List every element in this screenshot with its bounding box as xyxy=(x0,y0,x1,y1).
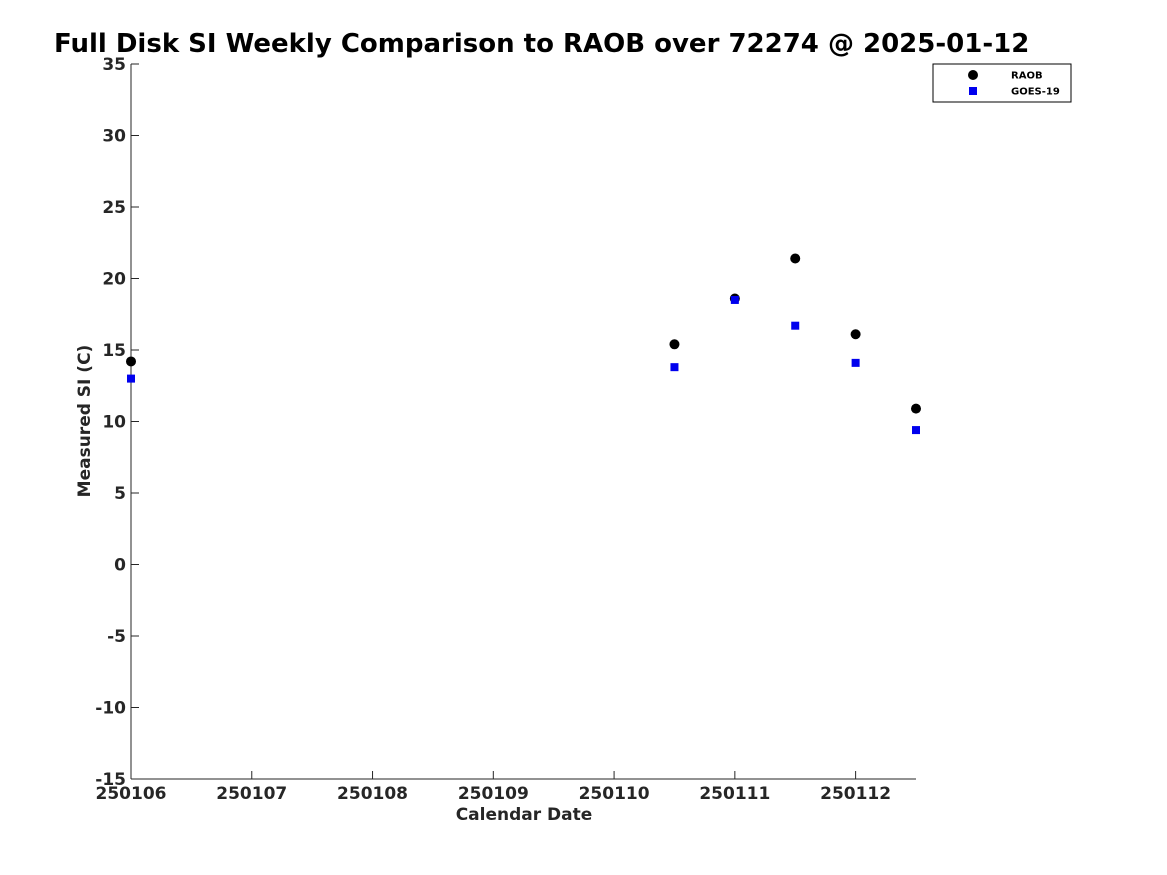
legend: RAOB GOES-19 xyxy=(932,63,1072,103)
y-tick-label: 30 xyxy=(102,127,126,147)
y-tick-label: -5 xyxy=(107,627,126,647)
y-ticks: -15 -10 -5 0 5 10 15 20 25 30 35 xyxy=(95,55,139,790)
goes-19-point xyxy=(912,426,920,435)
x-tick-label: 250106 xyxy=(96,784,167,804)
goes-19-point xyxy=(127,374,135,383)
x-tick-label: 250108 xyxy=(337,784,408,804)
goes-19-point xyxy=(670,363,679,372)
y-tick-label: 15 xyxy=(102,341,126,361)
x-tick-label: 250109 xyxy=(458,784,529,804)
legend-box xyxy=(932,63,1072,103)
y-tick-label: -10 xyxy=(95,699,126,719)
raob-point xyxy=(850,329,861,340)
y-axis-label: Measured SI (C) xyxy=(75,345,95,498)
y-tick-label: 25 xyxy=(102,198,126,218)
goes-19-point xyxy=(730,295,739,304)
x-tick-label: 250111 xyxy=(699,784,770,804)
x-tick-label: 250110 xyxy=(579,784,650,804)
goes-19-point xyxy=(791,321,800,330)
x-ticks: 250106 250107 250108 250109 250110 250111 2501… xyxy=(96,771,891,804)
axes xyxy=(130,64,916,780)
x-tick-label: 250107 xyxy=(216,784,287,804)
x-tick-label: 250112 xyxy=(820,784,891,804)
chart-title: Full Disk SI Weekly Comparison to RAOB o… xyxy=(54,29,1029,59)
data-marks xyxy=(126,253,921,435)
legend-marker-goes-19 xyxy=(969,87,977,95)
y-tick-label: 10 xyxy=(102,413,126,433)
goes-19-point xyxy=(851,358,860,367)
legend-label-raob: RAOB xyxy=(1011,71,1043,82)
raob-point xyxy=(790,253,801,264)
x-axis-label: Calendar Date xyxy=(456,805,593,825)
y-tick-label: 0 xyxy=(114,556,126,576)
legend-marker-raob xyxy=(968,70,978,80)
raob-point xyxy=(669,339,680,350)
y-tick-label: 5 xyxy=(114,484,126,504)
legend-label-goes-19: GOES-19 xyxy=(1011,87,1060,98)
y-tick-label: 20 xyxy=(102,270,126,290)
y-tick-label: -15 xyxy=(95,770,126,790)
raob-point xyxy=(126,356,136,367)
raob-point xyxy=(911,403,921,414)
y-tick-label: 35 xyxy=(102,55,126,75)
